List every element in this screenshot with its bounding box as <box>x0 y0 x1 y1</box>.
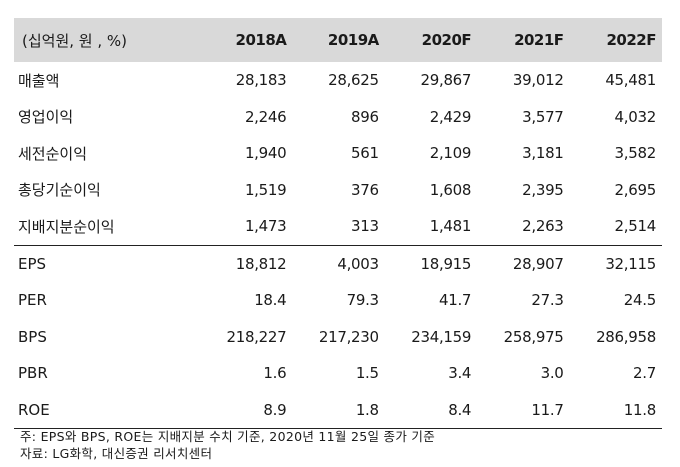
row-label: EPS <box>14 244 200 282</box>
table-cell: 8.9 <box>200 391 293 429</box>
table-header-row: (십억원, 원 , %) 2018A 2019A 2020F 2021F 202… <box>14 18 662 62</box>
table-cell: 3.0 <box>540 364 564 383</box>
table-row: 영업이익 2,246 896 2,429 3,577 4,032 <box>14 99 662 136</box>
table-cell: 3,582 <box>614 144 657 163</box>
table-row: ROE 8.9 1.8 8.4 11.7 11.8 <box>14 391 662 429</box>
table-cell: 18,915 <box>384 244 478 282</box>
row-label: 매출액 <box>18 71 60 90</box>
table-cell: 2,395 <box>522 180 564 199</box>
table-cell: 8.4 <box>384 391 478 429</box>
table-cell: 4,032 <box>614 107 657 126</box>
table-cell: 376 <box>351 180 379 199</box>
table-row: 매출액 28,183 28,625 29,867 39,012 45,481 <box>14 62 662 99</box>
table-cell: 218,227 <box>226 327 287 346</box>
column-header-2020F: 2020F <box>421 31 472 49</box>
table-cell: 11.7 <box>477 391 570 429</box>
table-cell: 3,577 <box>522 107 564 126</box>
table-cell: 18,812 <box>200 244 293 282</box>
row-label: PBR <box>18 364 48 383</box>
table-cell: 2,246 <box>244 107 287 126</box>
table-cell: 2,514 <box>614 217 657 236</box>
table-cell: 11.8 <box>569 391 662 429</box>
table-row: 총당기순이익 1,519 376 1,608 2,395 2,695 <box>14 172 662 209</box>
table-cell: 28,183 <box>235 71 287 90</box>
table-cell: 45,481 <box>605 71 656 90</box>
column-header-2018A: 2018A <box>235 31 287 49</box>
row-label: 총당기순이익 <box>18 181 101 200</box>
table-cell: 234,159 <box>411 327 472 346</box>
table-cell: 313 <box>351 217 379 236</box>
financial-summary-table-container: (십억원, 원 , %) 2018A 2019A 2020F 2021F 202… <box>14 18 662 429</box>
table-cell: 3.4 <box>448 364 472 383</box>
table-cell: 1,940 <box>244 144 287 163</box>
footnote-source: 자료: LG화학, 대신증권 리서치센터 <box>20 446 213 461</box>
column-header-2022F: 2022F <box>606 31 657 49</box>
table-cell: 2,429 <box>429 107 472 126</box>
table-cell: 27.3 <box>531 291 564 310</box>
table-cell: 1,608 <box>429 180 472 199</box>
table-cell: 1.6 <box>263 364 287 383</box>
table-row: 지배지분순이익 1,473 313 1,481 2,263 2,514 <box>14 208 662 245</box>
table-footnotes: 주: EPS와 BPS, ROE는 지배지분 수치 기준, 2020년 11월 … <box>20 428 435 462</box>
table-cell: 1.5 <box>355 364 379 383</box>
table-cell: 3,181 <box>522 144 564 163</box>
financial-summary-table: (십억원, 원 , %) 2018A 2019A 2020F 2021F 202… <box>14 18 662 429</box>
table-cell: 28,625 <box>328 71 379 90</box>
table-row: PBR 1.6 1.5 3.4 3.0 2.7 <box>14 355 662 392</box>
row-label: BPS <box>18 327 47 346</box>
table-cell: 39,012 <box>512 71 564 90</box>
table-cell: 41.7 <box>438 291 472 310</box>
table-cell: 217,230 <box>318 327 379 346</box>
unit-label: (십억원, 원 , %) <box>22 31 127 50</box>
table-cell: 2,109 <box>429 144 472 163</box>
table-cell: 258,975 <box>503 327 564 346</box>
column-header-2019A: 2019A <box>327 31 379 49</box>
table-cell: 1.8 <box>292 391 385 429</box>
table-cell: 28,907 <box>477 244 570 282</box>
row-label: 지배지분순이익 <box>18 217 115 236</box>
table-cell: 29,867 <box>420 71 472 90</box>
table-cell: 1,473 <box>244 217 287 236</box>
table-cell: 896 <box>351 107 379 126</box>
table-cell: 4,003 <box>292 244 385 282</box>
table-cell: 1,481 <box>429 217 472 236</box>
table-cell: 24.5 <box>623 291 657 310</box>
row-label: PER <box>18 291 47 310</box>
table-cell: 2,695 <box>614 180 657 199</box>
table-cell: 561 <box>351 144 379 163</box>
table-cell: 32,115 <box>569 244 662 282</box>
table-cell: 2,263 <box>522 217 564 236</box>
table-row: 세전순이익 1,940 561 2,109 3,181 3,582 <box>14 135 662 172</box>
column-header-2021F: 2021F <box>514 31 564 49</box>
table-cell: 1,519 <box>244 180 287 199</box>
table-cell: 286,958 <box>596 327 656 346</box>
table-row: PER 18.4 79.3 41.7 27.3 24.5 <box>14 282 662 319</box>
table-cell: 79.3 <box>346 291 380 310</box>
table-row: EPS 18,812 4,003 18,915 28,907 32,115 <box>14 244 662 282</box>
row-label: 세전순이익 <box>18 144 88 163</box>
row-label: 영업이익 <box>18 108 74 127</box>
table-cell: 18.4 <box>254 291 287 310</box>
table-cell: 2.7 <box>633 364 656 383</box>
footnote-note: 주: EPS와 BPS, ROE는 지배지분 수치 기준, 2020년 11월 … <box>20 429 436 444</box>
row-label: ROE <box>14 391 200 429</box>
table-row: BPS 218,227 217,230 234,159 258,975 286,… <box>14 319 662 356</box>
